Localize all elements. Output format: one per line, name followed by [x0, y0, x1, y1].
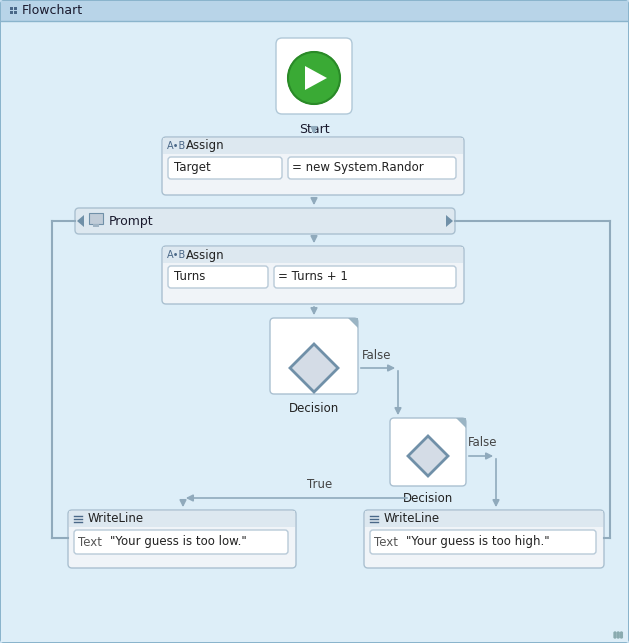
Text: Flowchart: Flowchart: [22, 5, 83, 17]
FancyBboxPatch shape: [162, 137, 464, 195]
Circle shape: [620, 634, 623, 636]
Text: WriteLine: WriteLine: [384, 512, 440, 525]
Circle shape: [614, 634, 616, 636]
Polygon shape: [408, 436, 448, 476]
Circle shape: [288, 52, 340, 104]
Text: False: False: [362, 349, 391, 362]
FancyBboxPatch shape: [390, 418, 466, 486]
Polygon shape: [446, 215, 453, 227]
Circle shape: [620, 636, 623, 638]
Text: Prompt: Prompt: [109, 215, 153, 228]
FancyBboxPatch shape: [75, 208, 455, 234]
Circle shape: [617, 636, 619, 638]
Circle shape: [617, 634, 619, 636]
Text: Text: Text: [374, 536, 398, 548]
Polygon shape: [305, 66, 327, 90]
Text: = Turns + 1: = Turns + 1: [278, 271, 348, 284]
Text: Assign: Assign: [186, 140, 225, 152]
Text: "Your guess is too low.": "Your guess is too low.": [110, 536, 247, 548]
Polygon shape: [77, 215, 84, 227]
FancyBboxPatch shape: [74, 530, 288, 554]
Text: Assign: Assign: [186, 248, 225, 262]
Circle shape: [617, 632, 619, 634]
Text: A•B: A•B: [167, 141, 186, 151]
Bar: [365, 511, 603, 527]
Text: Text: Text: [78, 536, 102, 548]
Bar: [163, 138, 463, 154]
Polygon shape: [456, 418, 466, 428]
Polygon shape: [348, 318, 358, 328]
FancyBboxPatch shape: [276, 38, 352, 114]
Text: Decision: Decision: [289, 402, 339, 415]
Circle shape: [614, 636, 616, 638]
Text: Target: Target: [174, 161, 211, 174]
Circle shape: [620, 632, 623, 634]
Text: Turns: Turns: [174, 271, 206, 284]
Bar: [1, 1, 628, 21]
Bar: [10, 11, 13, 14]
Bar: [163, 247, 463, 263]
FancyBboxPatch shape: [370, 530, 596, 554]
Text: Start: Start: [299, 123, 330, 136]
Bar: [10, 7, 13, 10]
FancyBboxPatch shape: [288, 157, 456, 179]
Text: "Your guess is too high.": "Your guess is too high.": [406, 536, 550, 548]
Bar: [69, 511, 295, 527]
FancyBboxPatch shape: [364, 510, 604, 568]
FancyBboxPatch shape: [168, 157, 282, 179]
FancyBboxPatch shape: [274, 266, 456, 288]
Bar: [89, 213, 103, 224]
Text: = new System.Randor: = new System.Randor: [292, 161, 424, 174]
Bar: [14, 7, 17, 10]
Polygon shape: [290, 344, 338, 392]
Bar: [14, 11, 17, 14]
Text: Decision: Decision: [403, 492, 453, 505]
FancyBboxPatch shape: [168, 266, 268, 288]
Text: False: False: [468, 436, 498, 449]
Text: WriteLine: WriteLine: [88, 512, 144, 525]
Circle shape: [614, 632, 616, 634]
Text: A•B: A•B: [167, 250, 186, 260]
Text: True: True: [308, 478, 333, 491]
Bar: [93, 224, 99, 227]
FancyBboxPatch shape: [270, 318, 358, 394]
FancyBboxPatch shape: [68, 510, 296, 568]
FancyBboxPatch shape: [162, 246, 464, 304]
